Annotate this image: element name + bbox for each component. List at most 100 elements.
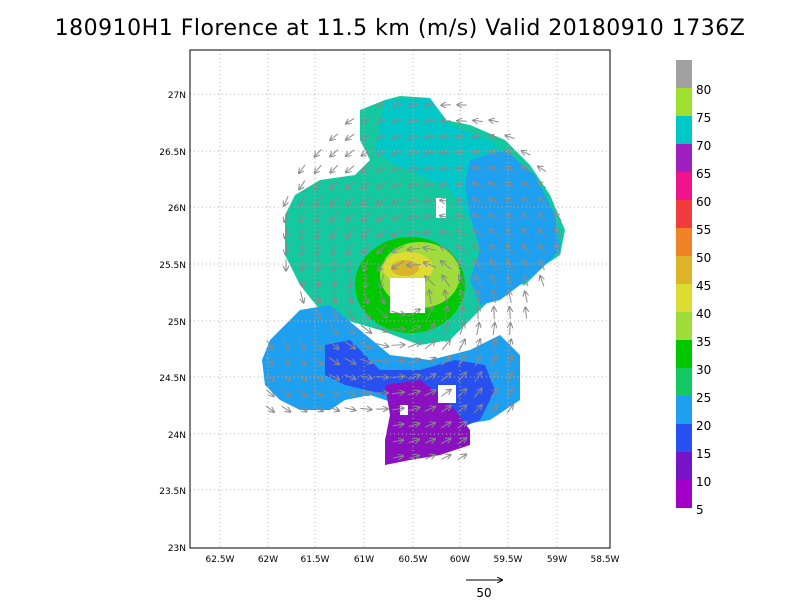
wind-vector xyxy=(393,120,403,123)
wind-vector xyxy=(459,323,464,336)
reference-vector: 50 xyxy=(466,580,502,600)
wind-vector xyxy=(363,290,368,304)
wind-vector xyxy=(473,214,484,221)
wind-vector xyxy=(539,229,546,238)
wind-vector xyxy=(409,120,419,122)
wind-vector xyxy=(425,324,434,335)
wind-vector xyxy=(377,228,388,237)
wind-vector xyxy=(392,392,404,394)
wind-vector xyxy=(522,213,531,222)
map-grid xyxy=(190,50,610,548)
wind-vector xyxy=(364,258,369,271)
wind-vector xyxy=(359,359,372,363)
wind-vector xyxy=(462,307,463,320)
wind-vector xyxy=(409,136,420,138)
colorbar-swatch xyxy=(676,228,692,256)
wind-vector xyxy=(491,260,498,271)
lon-tick-labels: 62.5W 62W 61.5W 61W 60.5W 60W 59.5W 59W … xyxy=(206,555,620,565)
wind-vector xyxy=(457,454,466,461)
wind-vector xyxy=(297,406,306,411)
wind-vector xyxy=(361,196,371,204)
wind-vector xyxy=(330,149,339,157)
wind-vector xyxy=(509,291,512,303)
wind-vector xyxy=(392,408,403,410)
wind-vector xyxy=(376,308,387,318)
wind-vector xyxy=(393,167,404,171)
wind-vector xyxy=(489,183,500,188)
wind-vector xyxy=(491,356,497,367)
wind-vector xyxy=(360,408,371,409)
wind-vector xyxy=(524,276,528,287)
wind-vector xyxy=(346,133,355,140)
colorbar-labels: 80 75 70 65 60 55 50 45 40 35 30 25 20 1… xyxy=(696,83,711,517)
wind-vector xyxy=(429,290,431,304)
wind-vector xyxy=(440,200,452,202)
wind-vector xyxy=(407,309,420,318)
colorbar-label: 25 xyxy=(696,391,711,405)
wind-vector xyxy=(457,168,468,170)
wind-vector xyxy=(456,199,468,202)
wind-vector xyxy=(377,166,388,172)
wind-vector xyxy=(301,243,303,254)
wind-vector xyxy=(377,197,388,204)
wind-vector xyxy=(408,407,420,410)
wind-vector xyxy=(331,196,338,206)
wind-vector xyxy=(473,405,482,414)
wind-vector xyxy=(281,356,289,365)
wind-vector xyxy=(505,198,515,205)
wind-vector xyxy=(523,260,530,271)
wind-vector xyxy=(506,388,512,398)
wind-vector xyxy=(473,183,484,187)
wind-vector xyxy=(346,165,355,173)
wind-vector xyxy=(440,246,453,253)
wind-vector xyxy=(331,211,338,222)
wind-vector xyxy=(391,311,404,315)
wind-vector xyxy=(281,389,290,396)
lat-tick-label: 24N xyxy=(168,431,186,441)
wind-vector xyxy=(299,180,306,190)
wind-vector xyxy=(345,324,355,333)
wind-vector xyxy=(318,258,319,271)
wind-vector xyxy=(392,230,405,235)
wind-vector xyxy=(407,359,420,364)
colorbar-label: 15 xyxy=(696,447,711,461)
wind-vector xyxy=(489,167,500,171)
wind-vector xyxy=(424,232,437,233)
wind-vector xyxy=(522,167,531,172)
lon-tick-label: 58.5W xyxy=(591,555,620,565)
wind-vector xyxy=(506,229,515,238)
wind-vector xyxy=(362,228,371,237)
wind-vector xyxy=(459,275,466,287)
wind-vector xyxy=(409,168,420,170)
wind-vector xyxy=(391,360,405,361)
wind-vector xyxy=(523,244,530,254)
wind-vector xyxy=(457,137,468,138)
wind-vector xyxy=(538,213,546,222)
colorbar-swatch xyxy=(676,256,692,284)
wind-vector xyxy=(540,260,545,271)
wind-vector xyxy=(522,182,531,189)
wind-vector xyxy=(457,152,468,153)
wind-vector xyxy=(330,180,339,189)
wind-vector xyxy=(522,198,531,205)
wind-vector xyxy=(362,118,371,124)
wind-vector xyxy=(492,339,495,351)
wind-vector xyxy=(297,389,307,396)
wind-vector xyxy=(328,357,339,365)
wind-vector xyxy=(409,104,419,106)
wind-vector xyxy=(425,276,436,287)
wind-vector xyxy=(522,151,531,155)
wind-vector xyxy=(441,438,450,444)
wind-vector xyxy=(298,340,305,350)
wind-vector xyxy=(458,260,467,271)
wind-vector xyxy=(457,230,468,237)
wind-vector xyxy=(425,136,436,137)
wind-vector xyxy=(330,307,337,318)
wind-vector xyxy=(362,134,371,140)
wind-vector xyxy=(492,275,497,287)
wind-vector xyxy=(329,340,338,349)
wind-vector xyxy=(346,307,354,319)
wind-vector xyxy=(407,326,420,333)
colorbar-swatch xyxy=(676,396,692,424)
